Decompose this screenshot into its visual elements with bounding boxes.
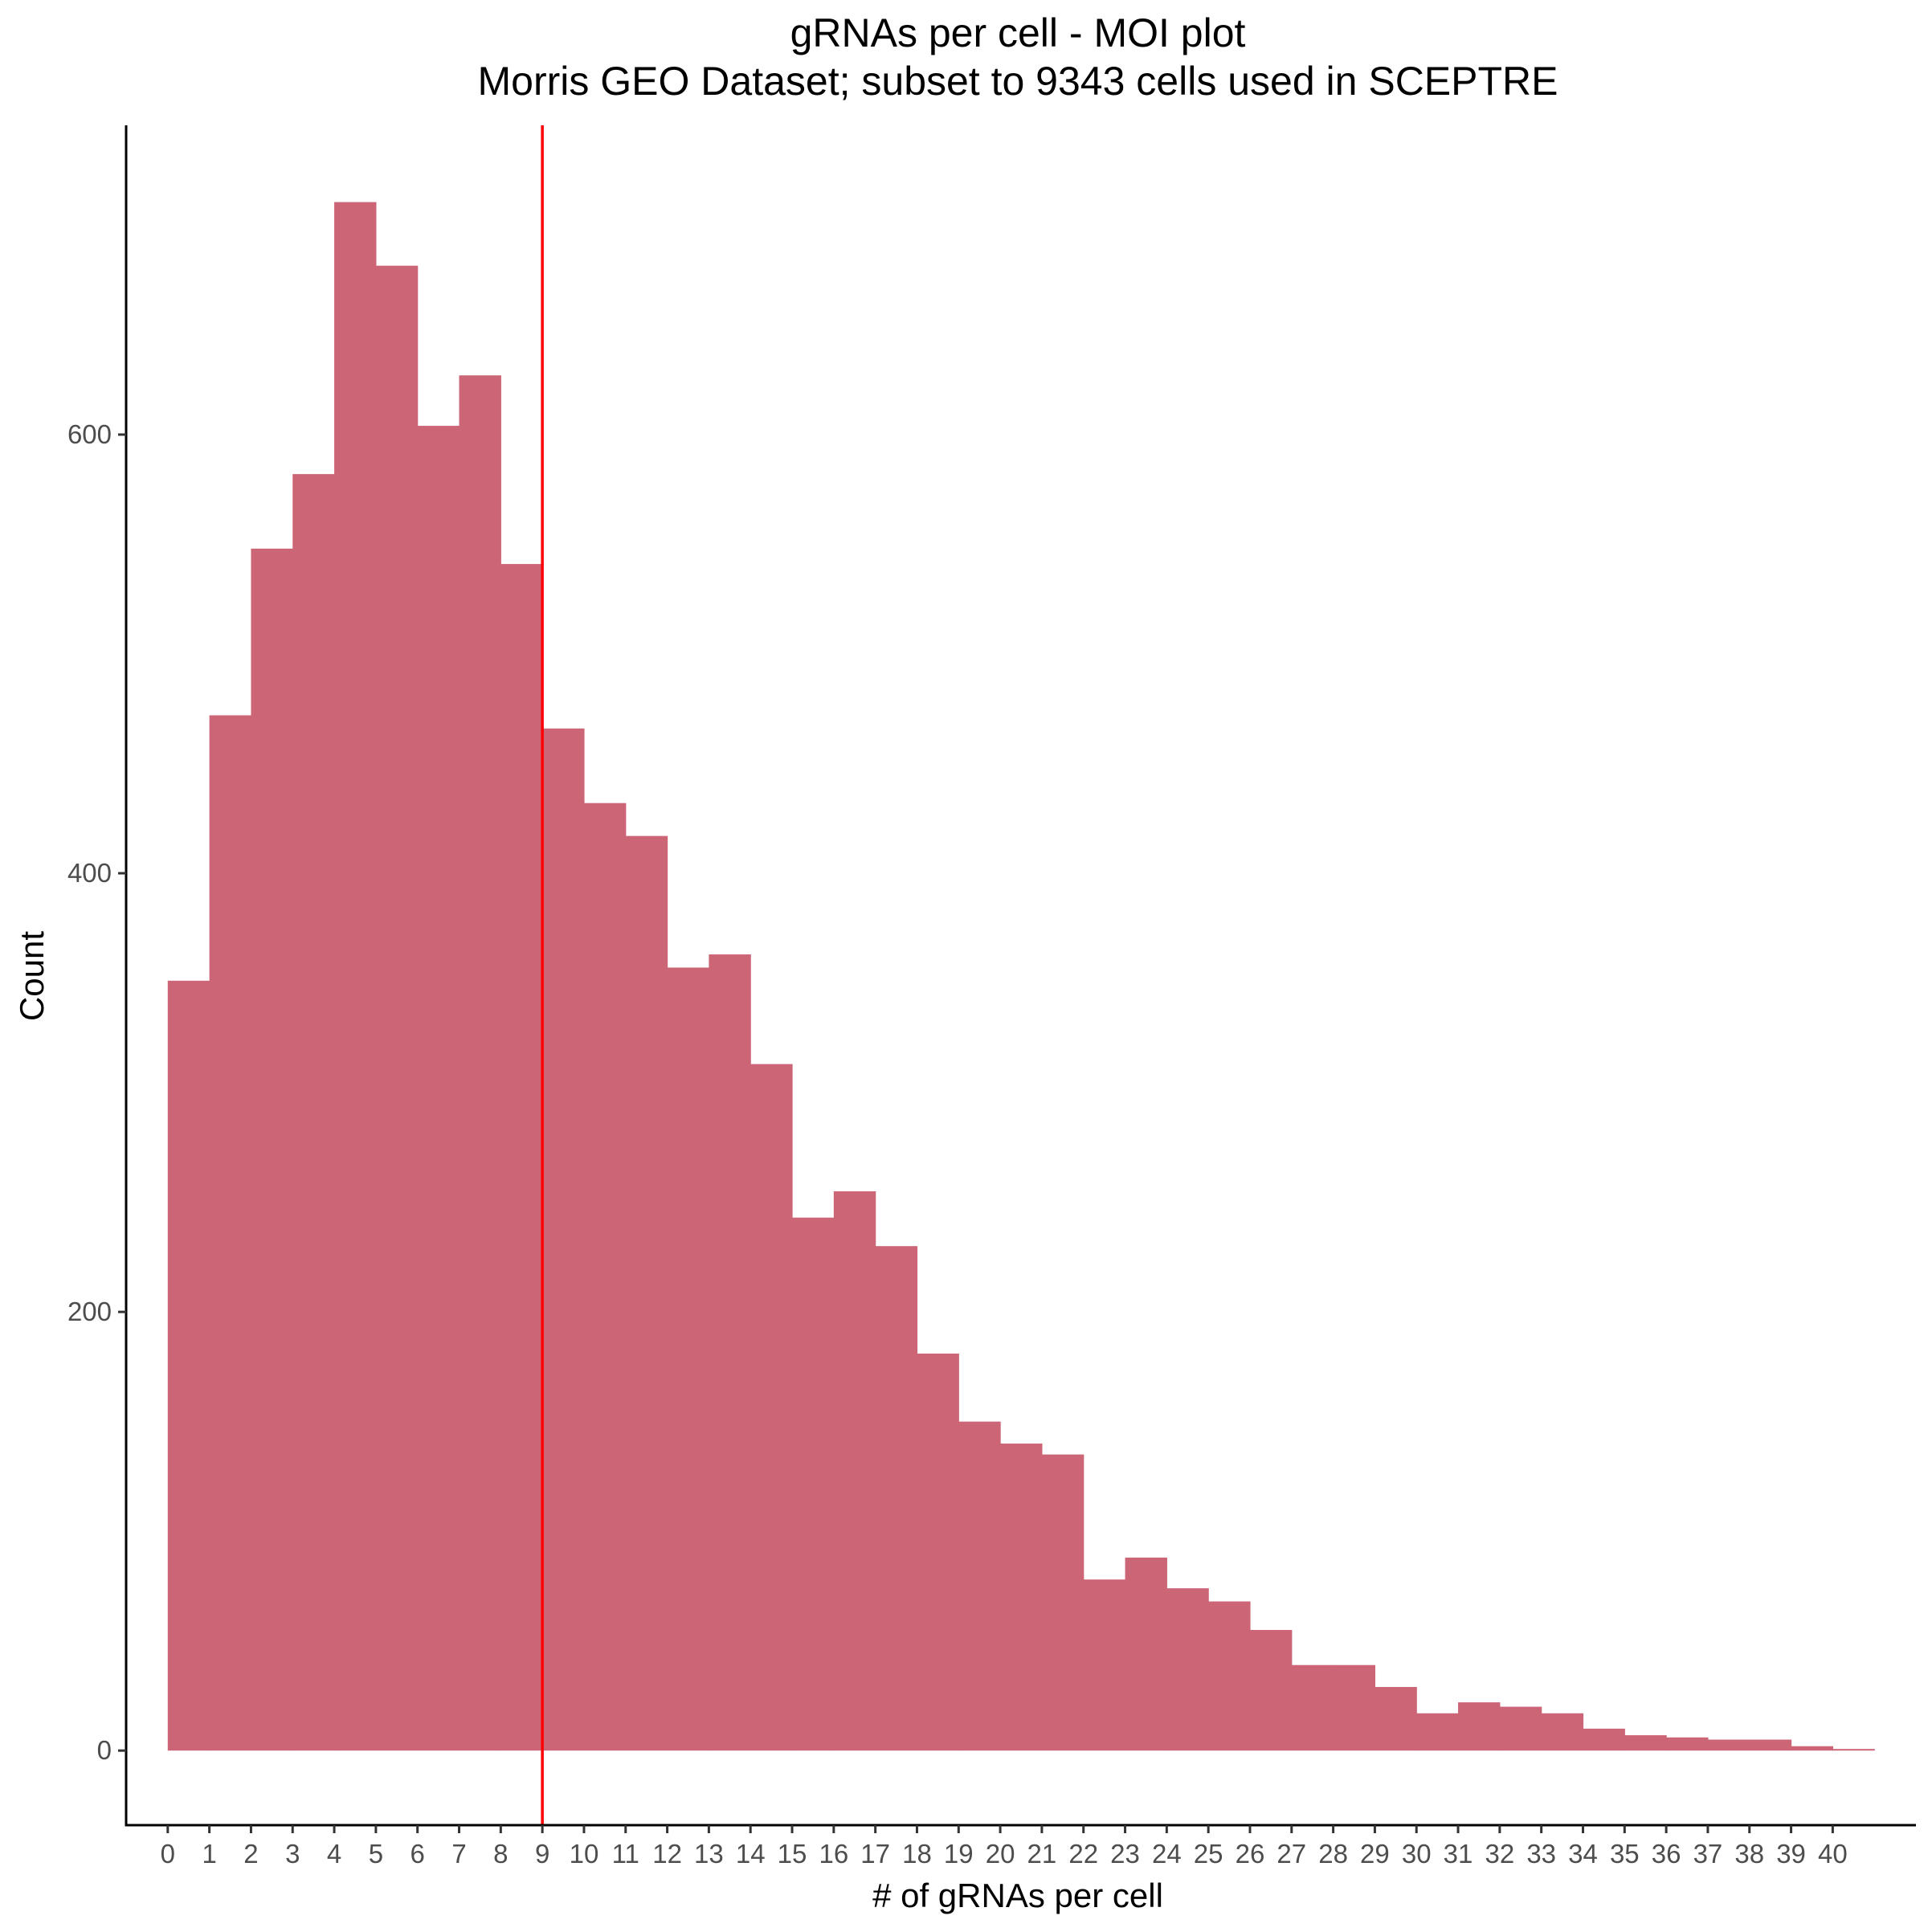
bar-37 bbox=[1707, 1739, 1750, 1751]
bar-15 bbox=[792, 1217, 835, 1751]
x-tick-label-16: 16 bbox=[819, 1839, 848, 1869]
bar-20 bbox=[1000, 1443, 1043, 1751]
bar-9 bbox=[542, 728, 585, 1751]
bar-10 bbox=[583, 803, 627, 1751]
x-tick-label-27: 27 bbox=[1276, 1839, 1306, 1869]
bar-34 bbox=[1583, 1728, 1625, 1751]
bar-36 bbox=[1666, 1737, 1709, 1751]
bar-6 bbox=[417, 426, 460, 1751]
y-tick-label-0: 0 bbox=[97, 1735, 112, 1765]
x-tick-label-15: 15 bbox=[778, 1839, 807, 1869]
x-tick-label-29: 29 bbox=[1360, 1839, 1390, 1869]
x-tick-label-38: 38 bbox=[1734, 1839, 1764, 1869]
bar-24 bbox=[1166, 1588, 1209, 1751]
bars-layer bbox=[167, 202, 1875, 1751]
chart-subtitle: Morris GEO Dataset; subset to 9343 cells… bbox=[478, 59, 1558, 104]
bar-11 bbox=[625, 835, 668, 1751]
bar-7 bbox=[459, 375, 501, 1751]
x-tick-label-1: 1 bbox=[202, 1839, 216, 1869]
x-tick-label-35: 35 bbox=[1610, 1839, 1640, 1869]
bar-27 bbox=[1291, 1664, 1334, 1751]
x-tick-label-17: 17 bbox=[860, 1839, 890, 1869]
bar-39 bbox=[1791, 1746, 1833, 1751]
bar-31 bbox=[1458, 1702, 1501, 1751]
x-tick-label-24: 24 bbox=[1152, 1839, 1182, 1869]
bar-2 bbox=[251, 548, 293, 1751]
x-tick-label-20: 20 bbox=[986, 1839, 1015, 1869]
x-tick-label-3: 3 bbox=[285, 1839, 300, 1869]
x-tick-label-0: 0 bbox=[161, 1839, 175, 1869]
x-tick-label-25: 25 bbox=[1194, 1839, 1223, 1869]
x-tick-label-28: 28 bbox=[1318, 1839, 1348, 1869]
bar-5 bbox=[375, 265, 419, 1751]
x-tick-label-30: 30 bbox=[1402, 1839, 1432, 1869]
bar-40 bbox=[1832, 1749, 1875, 1751]
bar-22 bbox=[1083, 1579, 1126, 1751]
bar-23 bbox=[1125, 1557, 1167, 1751]
bar-25 bbox=[1208, 1601, 1251, 1751]
x-tick-label-5: 5 bbox=[369, 1839, 383, 1869]
x-tick-label-10: 10 bbox=[570, 1839, 599, 1869]
y-tick-label-600: 600 bbox=[67, 419, 112, 449]
bar-0 bbox=[167, 980, 210, 1751]
x-tick-label-8: 8 bbox=[493, 1839, 508, 1869]
x-tick-label-11: 11 bbox=[612, 1839, 639, 1869]
x-tick-label-36: 36 bbox=[1652, 1839, 1681, 1869]
x-tick-label-33: 33 bbox=[1526, 1839, 1556, 1869]
x-tick-label-39: 39 bbox=[1776, 1839, 1806, 1869]
bar-4 bbox=[334, 202, 377, 1751]
y-tick-label-400: 400 bbox=[67, 858, 112, 888]
x-tick-label-14: 14 bbox=[736, 1839, 766, 1869]
x-tick-label-31: 31 bbox=[1444, 1839, 1473, 1869]
x-tick-label-40: 40 bbox=[1818, 1839, 1848, 1869]
x-tick-label-6: 6 bbox=[411, 1839, 425, 1869]
x-tick-label-19: 19 bbox=[944, 1839, 974, 1869]
x-tick-label-34: 34 bbox=[1568, 1839, 1598, 1869]
bar-16 bbox=[833, 1191, 876, 1751]
x-tick-label-9: 9 bbox=[535, 1839, 549, 1869]
x-tick-label-2: 2 bbox=[243, 1839, 258, 1869]
y-axis-title: Count bbox=[13, 931, 51, 1021]
bar-28 bbox=[1333, 1664, 1376, 1751]
bar-26 bbox=[1249, 1630, 1293, 1751]
x-tick-label-32: 32 bbox=[1485, 1839, 1515, 1869]
bar-29 bbox=[1375, 1686, 1417, 1751]
bar-18 bbox=[917, 1353, 959, 1751]
bar-32 bbox=[1499, 1706, 1542, 1751]
bar-33 bbox=[1541, 1713, 1584, 1751]
bar-1 bbox=[209, 715, 252, 1751]
bar-12 bbox=[667, 967, 709, 1751]
x-tick-label-21: 21 bbox=[1027, 1839, 1057, 1869]
x-tick-label-26: 26 bbox=[1236, 1839, 1265, 1869]
bar-38 bbox=[1749, 1739, 1792, 1751]
bar-8 bbox=[500, 564, 543, 1751]
bar-3 bbox=[292, 474, 335, 1751]
bar-14 bbox=[750, 1064, 793, 1751]
chart-title: gRNAs per cell - MOI plot bbox=[790, 10, 1246, 55]
bar-13 bbox=[709, 954, 751, 1751]
x-tick-label-12: 12 bbox=[652, 1839, 682, 1869]
x-tick-label-18: 18 bbox=[902, 1839, 932, 1869]
x-tick-label-13: 13 bbox=[694, 1839, 724, 1869]
bar-21 bbox=[1041, 1454, 1084, 1751]
bar-30 bbox=[1416, 1713, 1459, 1751]
y-tick-label-200: 200 bbox=[67, 1297, 112, 1326]
x-tick-label-23: 23 bbox=[1110, 1839, 1140, 1869]
x-tick-label-7: 7 bbox=[451, 1839, 466, 1869]
x-tick-label-4: 4 bbox=[327, 1839, 341, 1869]
x-tick-label-22: 22 bbox=[1068, 1839, 1098, 1869]
x-tick-label-37: 37 bbox=[1693, 1839, 1723, 1869]
bar-17 bbox=[875, 1246, 918, 1751]
x-axis-title: # of gRNAs per cell bbox=[872, 1877, 1163, 1914]
bar-35 bbox=[1624, 1735, 1667, 1751]
bar-19 bbox=[958, 1421, 1001, 1751]
